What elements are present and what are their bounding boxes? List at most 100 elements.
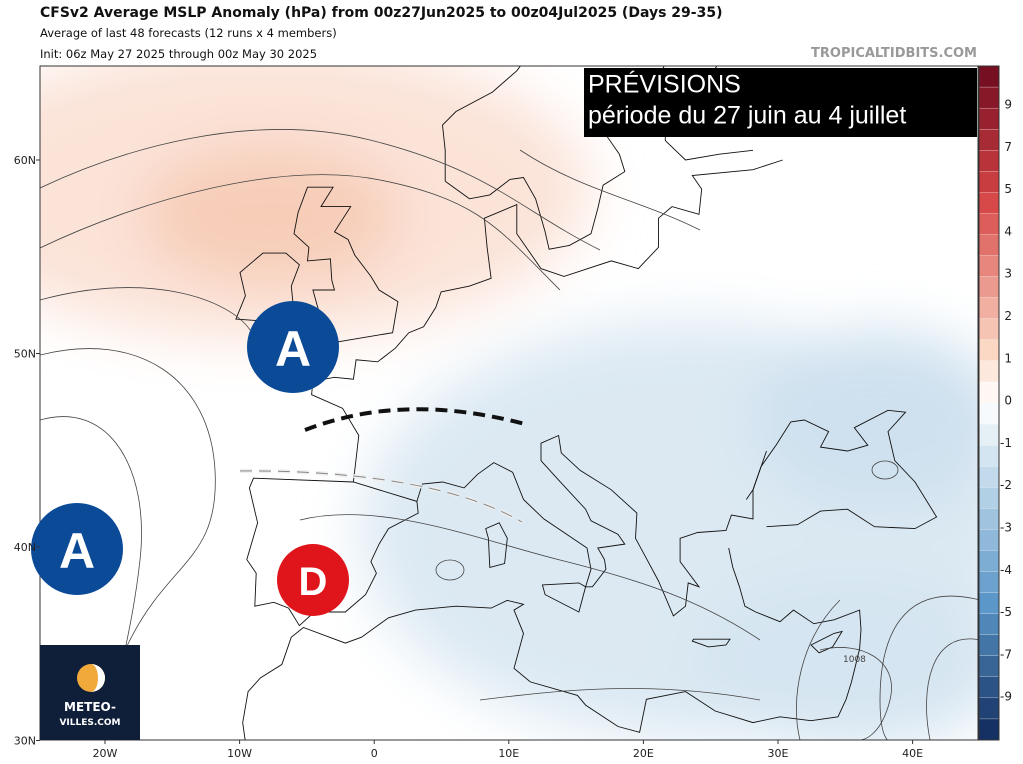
colorbar-segment [978,318,1000,341]
colorbar-segment [978,634,1000,657]
lon-label: 20E [633,747,654,760]
colorbar-segment [978,234,1000,257]
colorbar-segment [978,655,1000,678]
coastline [246,477,419,627]
lon-label: 0 [371,747,378,760]
coastline [541,582,587,613]
colorbar-segment [978,86,1000,109]
colorbar-segment [978,718,1000,741]
isobar [926,638,978,740]
colorbar-frame [978,65,1000,741]
isobar [40,129,601,251]
ridge-line-edge [239,470,523,523]
map-area: 1008 [40,66,978,740]
colorbar-segment [978,171,1000,193]
colorbar-label: -7 [1000,647,1012,661]
colorbar-label: -4 [1000,563,1012,577]
colorbar-segment [978,613,1000,636]
colorbar-segment [978,529,1000,551]
banner-period: période du 27 juin au 4 juillet [588,102,906,130]
logo-box [40,645,140,740]
colorbar-segment [978,571,1000,594]
banner-title: PRÉVISIONS [588,70,741,99]
banner [584,68,977,137]
coastline [293,186,399,355]
isobar [299,514,761,641]
colorbar-segment [978,213,1000,235]
isobar [435,559,465,581]
colorbar-label: -2 [1000,478,1012,492]
lon-label: 40E [902,747,923,760]
low-marker-label: D [299,560,328,604]
coastline [810,630,844,654]
coastline [691,638,731,648]
coastlines [235,66,938,740]
colorbar-segment [978,255,1000,278]
isobar [40,287,251,331]
coastline [745,450,767,500]
colorbar-segment [978,129,1000,151]
colorbar-segment [978,150,1000,172]
isobar [519,149,701,231]
title: CFSv2 Average MSLP Anomaly (hPa) from 00… [40,5,722,21]
colorbar-segment [978,550,1000,572]
lat-label: 50N [14,348,36,361]
coastline [311,159,783,483]
colorbar: 9 7 5 4 3 2 1 0 -1 -2 -3 -4 -5 -7 -9 [978,65,1012,741]
colorbar-segment [978,487,1000,509]
isobar [795,599,841,740]
anomaly-shading [40,66,978,740]
logo-text: METEO- [64,700,116,714]
colorbar-label: 3 [1004,267,1012,281]
isobar [819,647,892,740]
subtitle: Average of last 48 forecasts (12 runs x … [40,26,337,40]
colorbar-label: 1 [1004,351,1012,365]
coastline [235,252,300,322]
colorbar-segment [978,402,1000,425]
colorbar-segment [978,466,1000,488]
credit: TROPICALTIDBITS.COM [811,46,977,61]
lat-label: 40N [14,541,36,554]
high-marker-label: A [59,523,95,579]
colorbar-segment [978,592,1000,615]
colorbar-segment [978,192,1000,214]
colorbar-label: -1 [1000,436,1012,450]
colorbar-label: 9 [1004,98,1012,112]
lon-label: 10E [498,747,519,760]
colorbar-label: -3 [1000,521,1012,535]
trough-line [304,407,526,432]
coastline [485,522,508,568]
contour-label: 1008 [843,655,866,665]
coastline [442,66,521,182]
coastline [242,547,862,740]
colorbar-segment [978,339,1000,362]
colorbar-label: 2 [1004,309,1012,323]
colorbar-label: 7 [1004,140,1012,154]
lat-label: 30N [14,735,36,748]
colorbar-segment [978,697,1000,720]
colorbar-segment [978,107,1000,130]
logo-moon [91,664,105,692]
logo-text: VILLES.COM [59,718,120,728]
lon-label: 20W [93,747,118,760]
high-marker-circle [31,503,123,595]
colorbar-segment [978,276,1000,299]
axes: 60N 50N 40N 30N 20W 10W 0 10E 20E 30E 40E [14,154,923,760]
colorbar-label: 5 [1004,182,1012,196]
lon-label: 30E [768,747,789,760]
high-marker-label: A [275,321,311,377]
colorbar-label: 0 [1004,394,1012,408]
colorbar-segment [978,676,1000,699]
lat-label: 60N [14,154,36,167]
isobar [40,174,561,291]
low-marker-circle [277,544,349,616]
colorbar-label: -9 [1000,690,1012,704]
colorbar-segment [978,444,1000,467]
isobar [879,595,978,740]
colorbar-segment [978,423,1000,446]
colorbar-segment [978,65,1000,88]
colorbar-segment [978,508,1000,530]
coastline [416,409,938,617]
colorbar-label: -5 [1000,605,1012,619]
